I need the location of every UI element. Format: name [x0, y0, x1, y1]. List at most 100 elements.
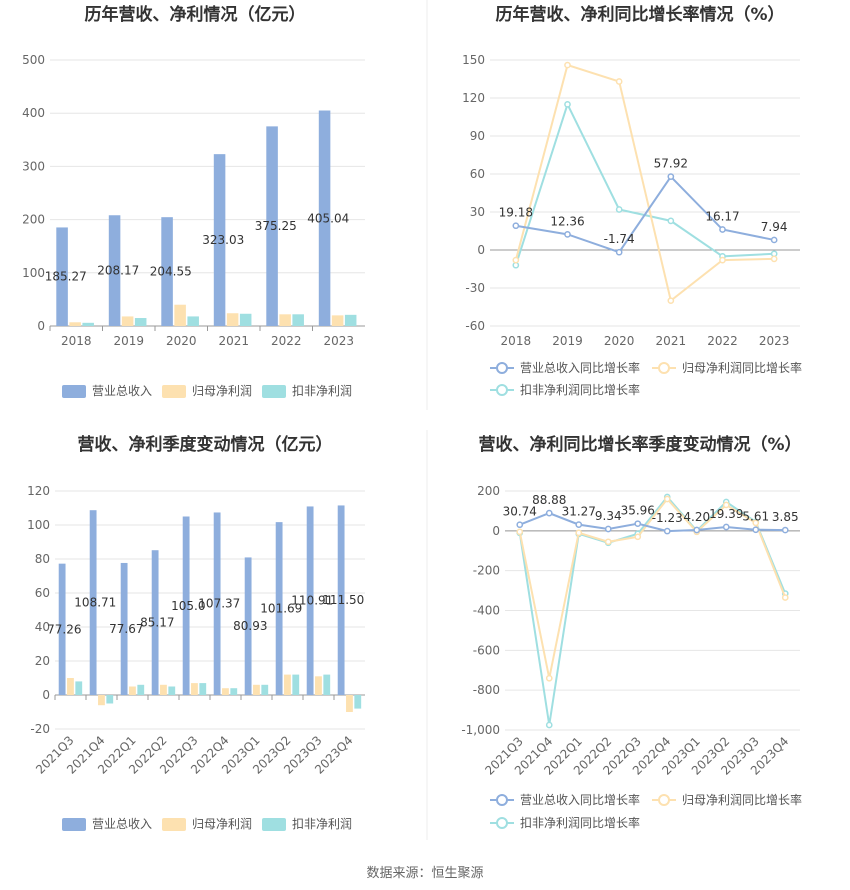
legend-marker	[658, 362, 670, 374]
bar-deducted-profit	[292, 674, 300, 695]
bar-net-profit	[222, 688, 229, 695]
bar-net-profit	[67, 678, 74, 695]
bar-data-label: 108.71	[74, 596, 116, 610]
y-tick-label: 200	[477, 484, 500, 498]
annual-revenue-profit-chart: 历年营收、净利情况（亿元） 500 400 300 200 100 0 2018 2019 202…	[22, 4, 365, 398]
legend-label: 归母净利润	[192, 817, 252, 831]
bar-revenue	[120, 562, 128, 695]
bar-data-label: 77.26	[47, 622, 81, 636]
series-point	[770, 255, 778, 263]
line-data-label: 88.88	[532, 493, 566, 507]
series-point	[752, 519, 760, 527]
series-point	[604, 538, 612, 546]
y-tick-label: 80	[35, 552, 50, 566]
bar-deducted-profit	[230, 688, 238, 695]
series-point	[634, 533, 642, 541]
series-point	[545, 721, 553, 729]
x-tick-label: 2021	[218, 334, 249, 348]
x-tick-label: 2018	[501, 334, 532, 348]
y-tick-label: 0	[37, 319, 45, 333]
chart-title: 历年营收、净利情况（亿元）	[85, 4, 306, 25]
series-line-revenue-growth	[519, 512, 786, 533]
legend-label: 扣非净利润同比增长率	[520, 382, 640, 397]
series-point	[693, 526, 701, 534]
y-tick-label: 60	[35, 586, 50, 600]
series-point	[516, 528, 524, 536]
series-point	[575, 521, 583, 528]
bar-deducted-profit	[292, 314, 304, 326]
quarterly-revenue-profit-chart: 营收、净利季度变动情况（亿元）120100806040200-202021Q32…	[27, 434, 365, 831]
bar-deducted-profit	[261, 684, 269, 695]
line-data-label: 19.18	[499, 206, 533, 220]
y-tick-label: 300	[22, 159, 45, 173]
bar-net-profit	[346, 695, 353, 712]
bar-data-label: 107.37	[198, 597, 240, 611]
line-data-label: 57.92	[654, 157, 688, 171]
x-tick-label: 2022	[707, 334, 738, 348]
series-point	[722, 501, 730, 509]
bar-deducted-profit	[75, 681, 83, 695]
bar-data-label: 110.91	[291, 594, 333, 608]
x-tick-label: 2019	[552, 334, 583, 348]
bar-data-label: 375.25	[255, 219, 297, 233]
legend-label: 归母净利润	[192, 384, 252, 398]
legend-swatch	[162, 818, 186, 831]
bar-net-profit	[69, 322, 81, 326]
bar-revenue	[213, 154, 226, 326]
legend-marker	[496, 817, 508, 829]
series-point	[781, 526, 789, 534]
legend-label: 营业总收入	[92, 384, 152, 398]
chart-title: 营收、净利同比增长率季度变动情况（%）	[478, 434, 801, 455]
chart-title: 营收、净利季度变动情况（亿元）	[78, 434, 333, 455]
legend-label: 归母净利润同比增长率	[682, 792, 802, 807]
bar-deducted-profit	[82, 322, 94, 326]
legend-marker	[658, 794, 670, 806]
series-point	[770, 236, 778, 244]
bar-deducted-profit	[187, 316, 199, 326]
bar-deducted-profit	[199, 683, 207, 695]
legend-label: 营业总收入同比增长率	[520, 360, 640, 375]
y-tick-label: 100	[27, 518, 50, 532]
x-tick-label: 2023	[323, 334, 354, 348]
legend-label: 扣非净利润	[292, 384, 352, 398]
line-data-label: -1.23	[652, 511, 683, 525]
bar-revenue	[56, 227, 68, 326]
bar-deducted-profit	[354, 695, 362, 709]
line-data-label: 5.61	[742, 510, 769, 524]
x-tick-label: 2020	[604, 334, 635, 348]
bar-data-label: 77.67	[109, 622, 143, 636]
y-tick-label: -30	[465, 281, 485, 295]
bar-deducted-profit	[323, 674, 331, 695]
bar-revenue	[244, 557, 252, 695]
bar-data-label: 111.50	[322, 593, 364, 607]
series-point	[634, 520, 642, 528]
series-point	[545, 674, 553, 682]
legend-label: 营业总收入	[92, 817, 152, 831]
series-point	[575, 529, 583, 537]
bar-net-profit	[279, 314, 291, 326]
series-point	[516, 521, 524, 529]
series-point	[752, 526, 760, 534]
bar-data-label: 204.55	[150, 265, 192, 279]
quarterly-growth-rate-chart: 营收、净利同比增长率季度变动情况（%） 200 0 -200 -400 -600 -800 -…	[461, 434, 802, 830]
series-point	[719, 256, 726, 264]
source-label: 数据来源：恒生聚源	[366, 866, 483, 881]
y-tick-label: 40	[35, 620, 50, 634]
series-line-revenue-growth	[515, 175, 775, 254]
series-point	[604, 525, 612, 533]
bar-revenue	[151, 550, 159, 695]
x-tick-label: 2019	[113, 334, 144, 348]
series-point	[615, 248, 623, 256]
line-data-label: 31.27	[562, 505, 596, 519]
legend-marker	[496, 362, 508, 374]
bar-revenue	[337, 505, 345, 695]
bar-revenue	[89, 510, 97, 695]
bar-deducted-profit	[137, 684, 145, 695]
bar-data-label: 101.69	[260, 602, 302, 616]
bar-revenue	[306, 506, 314, 695]
series-line-net-profit-growth	[514, 63, 775, 303]
bar-net-profit	[226, 313, 239, 326]
bar-revenue	[58, 563, 66, 695]
y-tick-label: -20	[30, 722, 50, 736]
y-tick-label: 400	[22, 106, 45, 120]
